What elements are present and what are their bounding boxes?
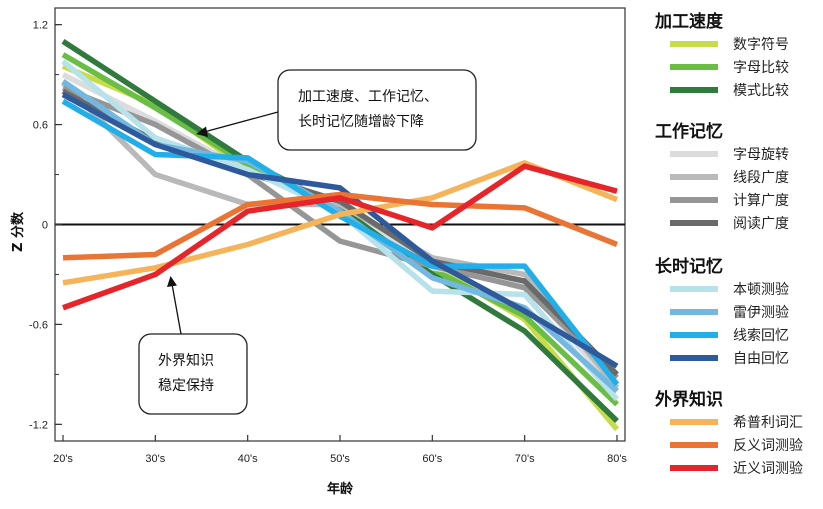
y-tick-label: 1.2: [33, 20, 48, 32]
annotation-decline: 加工速度、工作记忆、 长时记忆随增龄下降: [196, 69, 477, 151]
legend: 加工速度数字符号字母比较模式比较工作记忆字母旋转线段广度计算广度阅读广度长时记忆…: [654, 11, 803, 477]
annotation-decline-line-2: 长时记忆随增龄下降: [298, 114, 424, 130]
legend-label: 本顿测验: [733, 282, 789, 298]
series-layer: [61, 39, 620, 432]
y-tick-label: -1.2: [29, 419, 48, 431]
annotation-stable-line-1: 外界知识: [158, 352, 214, 369]
annotation-stable-line-2: 稳定保持: [158, 378, 214, 394]
series-line-3-0: [62, 160, 619, 286]
x-axis: 20's 30's 40's 50's 60's 70's 80's: [53, 435, 627, 465]
annotation-decline-box: [277, 69, 477, 151]
annotation-stable-arrow: [171, 283, 182, 335]
annotation-stable-arrowhead: [167, 276, 177, 287]
legend-label: 数字符号: [733, 37, 789, 53]
legend-label: 线索回忆: [733, 327, 789, 344]
x-tick-label: 80's: [607, 453, 627, 465]
annotation-stable: 外界知识 稳定保持: [138, 276, 248, 415]
annotation-decline-line-1: 加工速度、工作记忆、: [298, 89, 438, 105]
x-tick-label: 40's: [238, 453, 258, 465]
y-tick-label: 0: [42, 220, 48, 232]
series-line-3-2: [62, 163, 618, 311]
legend-label: 自由回忆: [733, 351, 789, 367]
x-axis-title: 年龄: [327, 481, 354, 497]
legend-label: 模式比较: [733, 83, 789, 99]
x-tick-label: 60's: [422, 453, 442, 465]
legend-label: 字母比较: [733, 60, 789, 76]
legend-label: 阅读广度: [733, 215, 789, 232]
x-tick-label: 30's: [145, 453, 165, 465]
annotation-decline-arrowhead: [196, 126, 208, 137]
x-tick-label: 50's: [330, 453, 350, 465]
legend-label: 近义词测验: [733, 461, 803, 477]
legend-label: 字母旋转: [733, 147, 789, 163]
series-line-0-2: [61, 39, 619, 423]
series-line-3-1: [62, 191, 619, 261]
series-line-2-3: [61, 92, 619, 369]
series-line-1-2: [61, 85, 619, 380]
series-line-1-1: [61, 80, 620, 390]
legend-label: 希普利词汇: [733, 415, 803, 431]
legend-group-title: 长时记忆: [655, 256, 723, 277]
annotation-decline-arrow: [203, 111, 279, 133]
legend-label: 线段广度: [733, 170, 789, 186]
legend-group-title: 加工速度: [654, 11, 724, 32]
legend-label: 反义词测验: [733, 438, 803, 454]
legend-group-title: 外界知识: [655, 389, 723, 410]
legend-label: 计算广度: [733, 193, 789, 209]
x-tick-label: 20's: [53, 453, 73, 465]
annotation-stable-box: [138, 333, 248, 415]
y-tick-label: -0.6: [29, 319, 48, 331]
y-axis-title: Z 分数: [10, 211, 26, 252]
y-axis: -1.2 -0.6 0 0.6 1.2: [29, 20, 62, 431]
y-tick-label: 0.6: [33, 120, 48, 132]
legend-label: 雷伊测验: [733, 305, 789, 321]
legend-group-title: 工作记忆: [655, 121, 723, 142]
x-tick-label: 70's: [515, 453, 535, 465]
